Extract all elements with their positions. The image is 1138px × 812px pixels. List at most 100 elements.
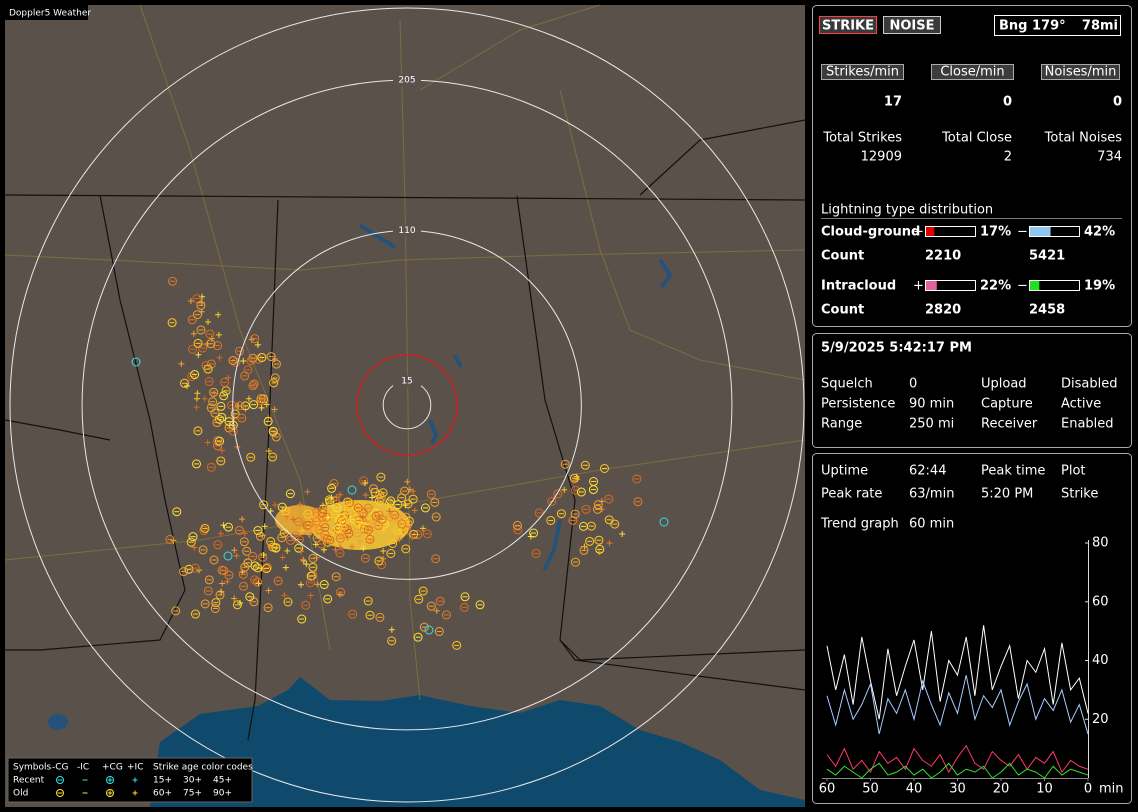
strike-symbol [250,561,260,571]
strike-symbol [570,509,580,519]
strike-symbol [285,489,295,499]
trend-text: 62:44 [909,464,946,479]
strike-symbol [333,523,343,533]
strike-symbol [277,533,287,543]
strike-symbol [240,358,247,365]
legend-box [7,757,253,803]
legend-text: 15+ [153,776,172,786]
strike-symbol [254,341,261,348]
legend-text: 45+ [213,776,232,786]
distribution-title: Lightning type distribution [821,203,993,218]
strike-symbol [294,543,304,553]
strike-symbol [610,519,620,529]
strike-symbol [213,441,223,451]
strike-symbol [347,485,357,495]
trend-text: Peak time [981,464,1045,479]
x-axis-label: min [1099,782,1124,797]
strike-symbol [283,597,293,607]
strike-symbol [593,500,603,510]
ring-label-bg [393,224,421,237]
strike-symbol [217,530,224,537]
strike-symbol [362,492,369,499]
trend-text: 63/min [909,487,954,502]
strike-symbol [594,535,604,545]
strike-symbol [268,426,278,436]
rate-label: Close/min [940,65,1004,80]
mode-button[interactable] [819,16,877,34]
rate-label: Strikes/min [826,65,899,80]
strike-symbol [249,379,259,389]
strike-symbol [191,544,198,551]
strike-symbol [224,578,231,585]
strike-symbol [336,587,346,597]
strike-symbol [571,557,581,567]
strike-symbol [314,581,321,588]
strike-symbol [632,474,642,484]
strike-symbol [198,343,208,353]
strike-symbol [204,376,214,386]
strike-symbol [187,371,197,381]
strike-symbol [385,512,395,522]
strike-symbol [332,546,339,553]
rate-value: 17 [884,95,902,110]
strike-symbol [266,352,276,362]
strike-symbol [363,525,373,535]
trend-panel [812,453,1132,804]
strike-symbol [460,592,470,602]
strike-symbol [388,539,398,549]
strike-symbol [231,595,238,602]
strike-symbol [309,522,319,532]
strike-symbol [633,497,643,507]
legend-text: Old [13,789,28,799]
strike-symbol [265,587,272,594]
strike-symbol [311,516,321,526]
status-panel [812,5,1132,327]
total-label: Total Noises [1044,131,1123,146]
strike-symbol [303,561,310,568]
strike-symbol [193,395,200,402]
percent-label: 17% [980,225,1011,240]
strike-symbol [553,489,563,499]
trend-line [826,625,1089,720]
strike-symbol [208,397,218,407]
strike-symbol [359,514,366,521]
mode-button[interactable] [883,16,941,34]
strike-symbol [250,575,260,585]
strike-symbol [306,571,316,581]
strike-symbol [223,551,233,561]
strike-symbol [217,565,227,575]
strike-symbol [527,533,534,540]
strike-symbol [281,506,291,516]
strike-cluster [310,500,410,550]
strike-symbol [270,373,280,383]
legend-text: 30+ [183,776,202,786]
strike-symbol [325,514,332,521]
trend-text: Trend graph [820,517,899,532]
strike-symbol [336,491,343,498]
strike-symbol [230,409,240,419]
rate-value: 0 [1003,95,1012,110]
strike-symbol [380,555,387,562]
strike-symbol [198,299,205,306]
strike-symbol [167,318,177,328]
bearing: Bng 179° [999,19,1066,34]
y-tick-label: 40 [1092,653,1109,668]
strike-symbol [231,357,241,367]
datetime: 5/9/2025 5:42:17 PM [821,341,972,356]
strike-symbol [228,356,238,366]
strike-symbol [193,404,200,411]
strike-symbol [593,504,603,514]
ring-label-bg [393,74,421,87]
strike-symbol [419,622,429,632]
strike-symbol [332,503,342,513]
strike-symbol [199,293,206,300]
strike-symbol [619,530,626,537]
strike-symbol [581,504,591,514]
strike-symbol [240,562,250,572]
strike-symbol [237,413,247,423]
strike-symbol [215,590,225,600]
strike-symbol [294,517,304,527]
strike-symbol [330,509,340,519]
strike-symbol [435,596,445,606]
strike-symbol [271,406,278,413]
